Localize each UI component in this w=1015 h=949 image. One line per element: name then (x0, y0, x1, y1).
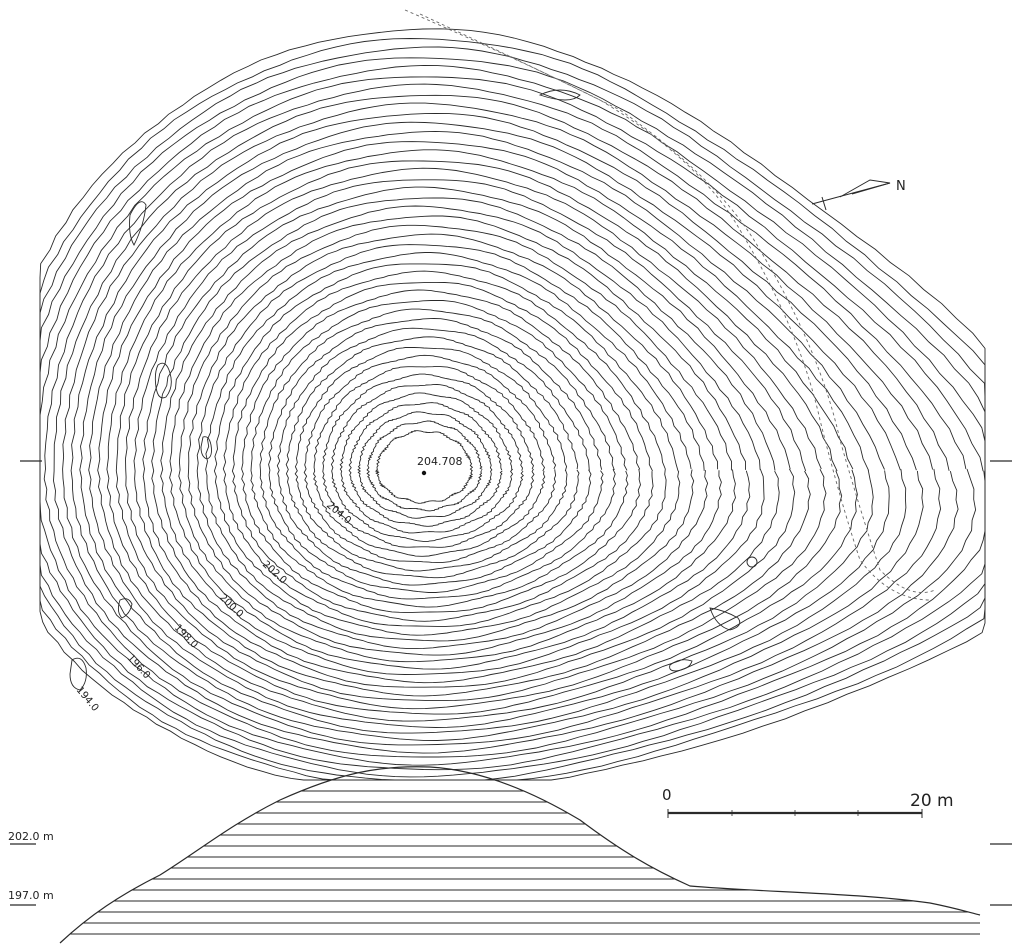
summit-elevation-label: 204.708 (417, 455, 463, 468)
contour-line (285, 336, 580, 579)
contour-line (196, 244, 709, 650)
contour-line (70, 112, 924, 741)
contour-line (39, 38, 986, 781)
contour-line (39, 28, 986, 781)
contour-line (330, 384, 524, 542)
contour-line (339, 392, 514, 534)
contour-line (142, 186, 796, 688)
section-level-202: 202.0 m (8, 830, 54, 843)
contour-line (276, 327, 592, 586)
section-cut-marks (10, 460, 1012, 906)
contour-line (115, 160, 843, 710)
contour-line (53, 94, 959, 754)
contour-lines (39, 28, 986, 781)
cross-section-profile (59, 766, 981, 944)
scale-start-label: 0 (662, 786, 672, 804)
contour-line (178, 224, 736, 663)
contour-line (231, 281, 654, 622)
rock-outcrops (69, 89, 741, 691)
contour-line (357, 411, 493, 519)
contour-label-196: 196.0 (125, 653, 152, 682)
contour-line (151, 197, 780, 684)
contour-label-194: 194.0 (74, 685, 101, 714)
contour-line (348, 402, 503, 527)
contour-line (241, 289, 641, 613)
contour-line (374, 430, 474, 504)
contour-label-202: 202.0 (260, 559, 289, 586)
contour-line (322, 373, 535, 548)
dashed-path-lines (404, 9, 936, 601)
contour-line (125, 167, 827, 702)
contour-line (259, 308, 616, 600)
scale-bar (667, 809, 923, 818)
contour-line (133, 179, 811, 697)
contour-line (303, 354, 557, 564)
contour-line (39, 76, 986, 766)
contour-line (222, 270, 667, 627)
section-level-197: 197.0 m (8, 889, 54, 902)
contour-line (268, 318, 604, 593)
contour-line (79, 121, 907, 734)
contour-line (106, 149, 858, 715)
contour-label-198: 198.0 (172, 622, 200, 650)
knoll-marker (746, 556, 758, 568)
contour-line (39, 57, 986, 778)
contour-line (169, 215, 751, 670)
contour-line (205, 252, 695, 642)
contour-line (160, 205, 765, 675)
contour-line (43, 83, 977, 758)
contour-line (250, 299, 629, 608)
summit-point (421, 470, 427, 476)
contour-line (366, 420, 483, 512)
contour-line (213, 263, 681, 636)
contour-line (187, 233, 722, 656)
contour-line (97, 141, 874, 722)
contour-line (39, 64, 986, 771)
contour-line (312, 366, 546, 557)
contour-line (294, 346, 568, 572)
contour-line (88, 130, 890, 728)
contour-line (62, 102, 942, 746)
scale-end-label: 20 m (910, 791, 954, 811)
north-label: N (896, 179, 906, 194)
north-arrow-icon (811, 179, 891, 211)
